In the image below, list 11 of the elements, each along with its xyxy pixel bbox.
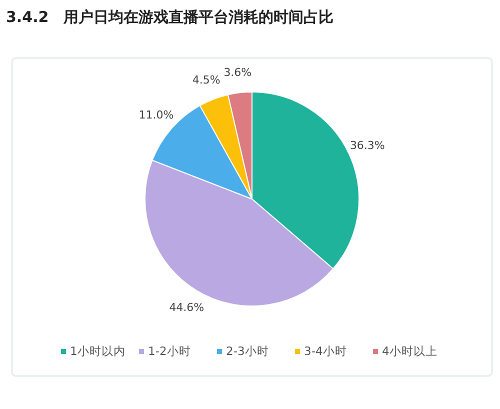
data-label: 4.5% xyxy=(192,73,220,86)
data-label: 36.3% xyxy=(350,139,385,152)
data-label: 44.6% xyxy=(169,300,204,314)
legend-label: 1小时以内 xyxy=(70,344,126,358)
legend-label: 4小时以上 xyxy=(382,344,438,358)
legend-label: 2-3小时 xyxy=(226,344,269,358)
chart-title: 3.4.2 用户日均在游戏直播平台消耗的时间占比 xyxy=(6,8,334,26)
data-label: 11.0% xyxy=(138,108,174,122)
legend-label: 3-4小时 xyxy=(304,344,347,358)
data-label: 3.6% xyxy=(224,66,252,79)
legend-label: 1-2小时 xyxy=(148,344,191,358)
